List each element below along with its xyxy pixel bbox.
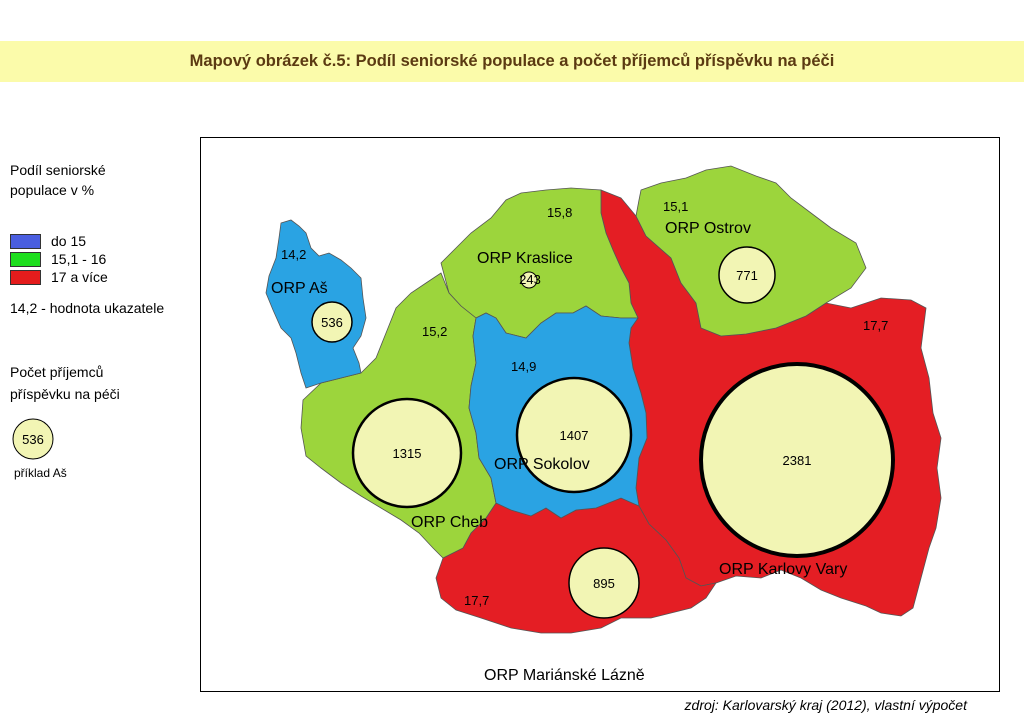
circle-sokolov	[515, 376, 633, 494]
circle-marianske-lazne	[568, 547, 640, 619]
legend-value-note: 14,2 - hodnota ukazatele	[10, 300, 165, 316]
legend-share-title-line2: populace v %	[10, 182, 95, 198]
name-cheb: ORP Cheb	[411, 514, 488, 531]
share-cheb: 15,2	[422, 324, 447, 339]
legend-class-low: do 15	[10, 232, 86, 250]
share-sokolov: 14,9	[511, 359, 536, 374]
legend-class-high: 17 a více	[10, 268, 108, 286]
circle-cheb	[351, 397, 463, 509]
legend-swatch-mid	[10, 251, 41, 267]
recipients-karlovy-vary: 2381	[783, 453, 812, 468]
name-as: ORP Aš	[271, 280, 328, 297]
name-ostrov: ORP Ostrov	[665, 220, 751, 237]
recipients-as: 536	[321, 315, 343, 330]
share-kraslice: 15,8	[547, 205, 572, 220]
share-marianske-lazne: 17,7	[464, 593, 489, 608]
legend-class-mid: 15,1 - 16	[10, 250, 106, 268]
map-title: Mapový obrázek č.5: Podíl seniorské popu…	[189, 52, 835, 70]
name-sokolov: ORP Sokolov	[494, 456, 590, 473]
legend-example-label: příklad Aš	[14, 466, 67, 480]
title-band: Mapový obrázek č.5: Podíl seniorské popu…	[0, 41, 1024, 82]
legend-class-low-label: do 15	[51, 233, 87, 249]
name-karlovy-vary: ORP Karlovy Vary	[719, 561, 847, 578]
legend-count-title-line2: příspěvku na péči	[10, 386, 120, 402]
recipients-cheb: 1315	[393, 446, 422, 461]
recipients-sokolov: 1407	[560, 428, 589, 443]
legend-example-circle: 536	[12, 418, 54, 460]
share-as: 14,2	[281, 247, 306, 262]
recipients-ostrov: 771	[736, 268, 758, 283]
region-as	[265, 219, 367, 389]
legend-count-title-line1: Počet příjemců	[10, 364, 104, 380]
legend-swatch-low	[10, 233, 41, 249]
source-note: zdroj: Karlovarský kraj (2012), vlastní …	[684, 697, 967, 713]
share-karlovy-vary: 17,7	[863, 318, 888, 333]
recipients-marianske-lazne: 895	[593, 576, 615, 591]
legend-share-title-line1: Podíl seniorské	[10, 162, 106, 178]
share-ostrov: 15,1	[663, 199, 688, 214]
circle-as	[311, 301, 353, 343]
circle-kraslice	[520, 271, 538, 289]
legend-example-value: 536	[22, 432, 44, 447]
recipients-kraslice: 243	[519, 272, 541, 287]
name-marianske-lazne: ORP Mariánské Lázně	[484, 667, 645, 684]
legend-swatch-high	[10, 269, 41, 285]
legend-class-high-label: 17 a více	[51, 269, 108, 285]
map-frame: 536 243 771 1315 1407 2381 895 14,2 15,8…	[200, 137, 1000, 692]
recipient-circles	[311, 246, 895, 619]
circle-karlovy-vary	[699, 362, 895, 558]
karlovy-vary-region-map: 536 243 771 1315 1407 2381 895 14,2 15,8…	[265, 165, 942, 684]
name-kraslice: ORP Kraslice	[477, 250, 573, 267]
legend-class-mid-label: 15,1 - 16	[51, 251, 107, 267]
circle-ostrov	[718, 246, 776, 304]
